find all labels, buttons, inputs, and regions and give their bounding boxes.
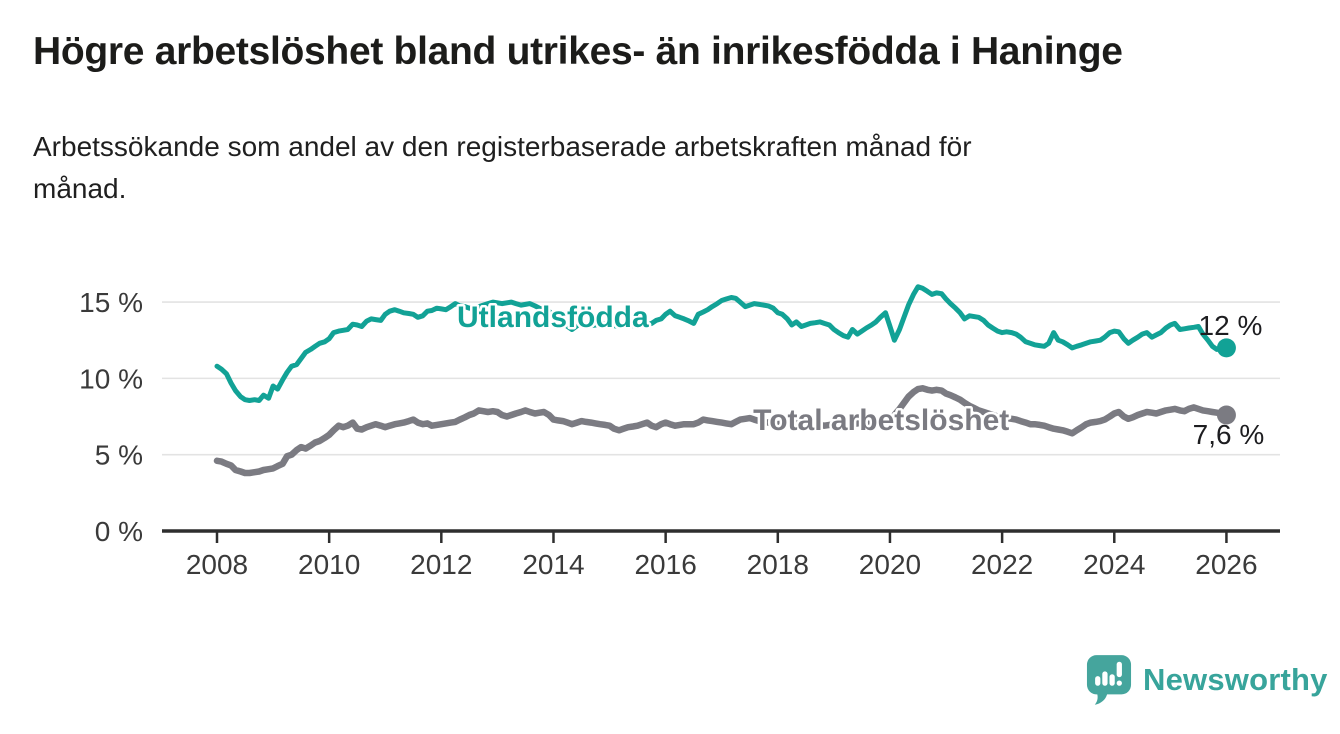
x-axis-tick-label: 2016 <box>634 549 696 580</box>
newsworthy-logo-icon <box>1086 655 1132 705</box>
y-axis-tick-label: 5 % <box>95 440 143 471</box>
exclamation-dot <box>1116 680 1122 686</box>
series-end-dot-total-arbetsloshet <box>1216 405 1236 425</box>
x-axis-tick-label: 2024 <box>1083 549 1145 580</box>
x-axis-tick-label: 2022 <box>971 549 1033 580</box>
speech-bubble-shape <box>1086 655 1132 705</box>
x-axis-tick-label: 2012 <box>410 549 472 580</box>
series-end-dot-utlandsfodda <box>1216 338 1236 358</box>
y-axis-tick-label: 15 % <box>79 287 143 318</box>
x-axis-tick-label: 2018 <box>747 549 809 580</box>
x-axis-tick-label: 2026 <box>1195 549 1257 580</box>
y-axis-tick-label: 0 % <box>95 516 143 547</box>
series-label-total-arbetsloshet: Total arbetslöshet <box>753 404 1009 437</box>
newsworthy-logo: Newsworthy <box>1086 654 1328 706</box>
newsworthy-brand-text: Newsworthy <box>1143 662 1328 697</box>
series-line-total-arbetsloshet <box>213 385 1230 477</box>
x-axis-tick-label: 2008 <box>186 549 248 580</box>
chart-subtitle: Arbetssökande som andel av den registerb… <box>33 126 972 210</box>
y-axis-tick-label: 10 % <box>79 363 143 394</box>
x-axis-tick-label: 2020 <box>859 549 921 580</box>
series-end-value-total-arbetsloshet: 7,6 % <box>1193 419 1265 450</box>
line-chart: 0 % 5 % 10 % 15 % 2008 2010 2012 2014 2016 2018 20… <box>79 284 1280 580</box>
bar-3 <box>1109 674 1115 686</box>
exclamation-bar <box>1116 661 1122 678</box>
bar-1 <box>1095 676 1101 686</box>
chart-subtitle-line-1: Arbetssökande som andel av den registerb… <box>33 131 972 162</box>
series-label-utlandsfodda: Utlandsfödda <box>457 301 649 334</box>
x-axis-tick-label: 2014 <box>522 549 584 580</box>
series-end-value-utlandsfodda: 12 % <box>1199 310 1263 341</box>
chart-subtitle-line-2: månad. <box>33 173 127 204</box>
chart-title: Högre arbetslöshet bland utrikes- än inr… <box>33 30 1123 73</box>
x-axis-tick-label: 2010 <box>298 549 360 580</box>
series-line-utlandsfodda <box>214 284 1229 403</box>
bar-2 <box>1102 671 1108 686</box>
